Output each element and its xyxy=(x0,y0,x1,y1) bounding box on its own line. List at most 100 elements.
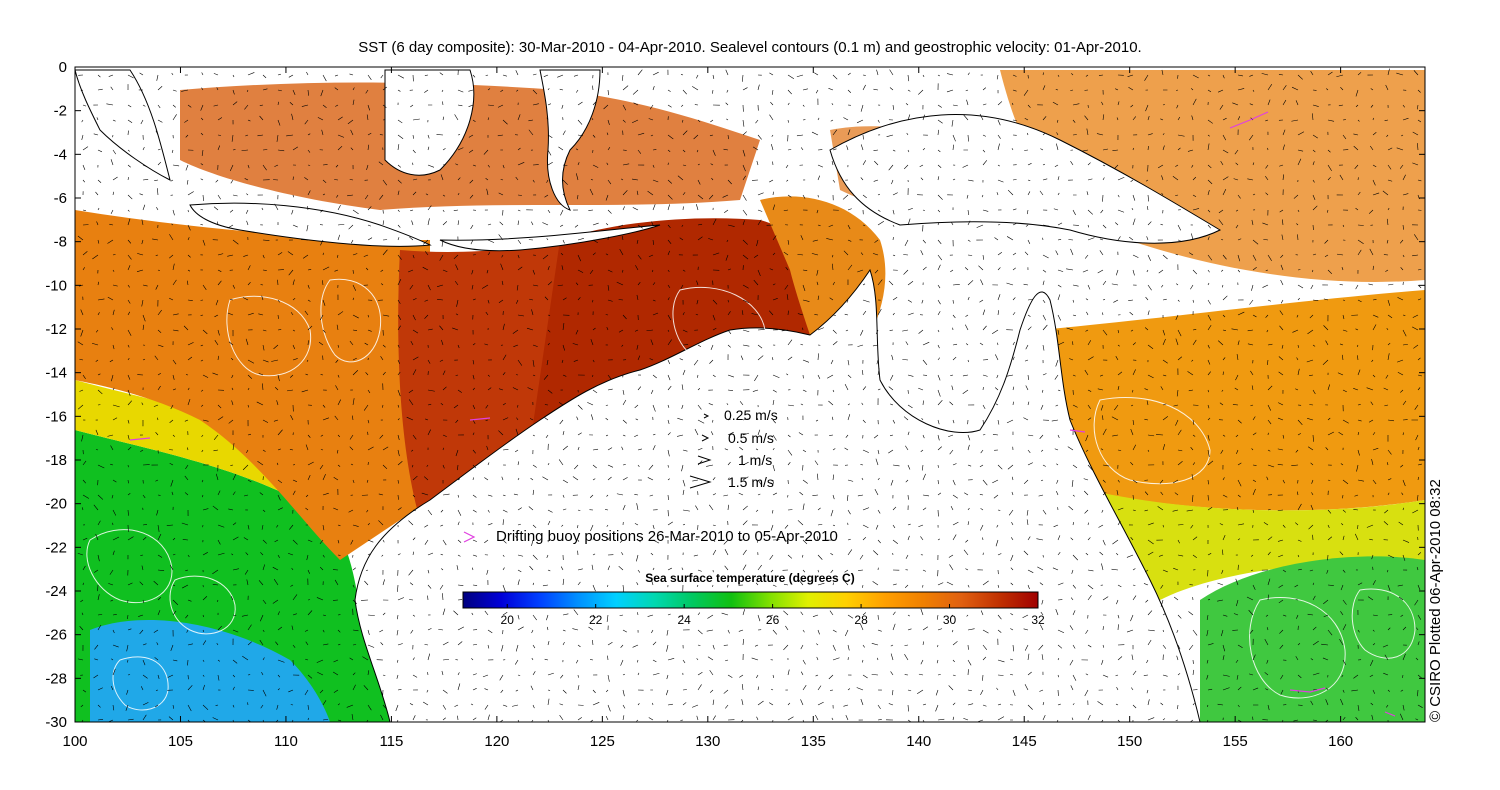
x-tick-label: 150 xyxy=(1117,733,1142,750)
velocity-arrow xyxy=(726,403,729,406)
velocity-arrow xyxy=(757,355,764,361)
velocity-arrow xyxy=(1084,369,1089,376)
velocity-arrow xyxy=(349,340,354,346)
velocity-arrow xyxy=(277,688,280,691)
velocity-arrow xyxy=(272,599,279,604)
velocity-arrow xyxy=(783,251,789,256)
velocity-arrow xyxy=(936,659,939,664)
velocity-arrow xyxy=(829,610,834,616)
velocity-arrow xyxy=(442,148,446,151)
velocity-arrow xyxy=(697,163,700,166)
velocity-arrow xyxy=(1055,89,1059,91)
velocity-arrow xyxy=(1327,629,1333,636)
velocity-arrow xyxy=(1098,74,1104,76)
velocity-arrow xyxy=(1086,191,1089,196)
velocity-arrow xyxy=(108,583,114,586)
velocity-arrow xyxy=(1279,629,1284,634)
velocity-arrow xyxy=(1206,629,1209,637)
velocity-arrow xyxy=(352,284,357,291)
velocity-arrow xyxy=(442,464,445,469)
velocity-arrow xyxy=(862,419,866,423)
velocity-arrow xyxy=(351,714,354,721)
velocity-arrow xyxy=(97,149,103,153)
velocity-arrow xyxy=(187,191,194,196)
velocity-arrow xyxy=(397,237,400,241)
velocity-arrow xyxy=(1039,689,1044,692)
velocity-arrow xyxy=(1026,519,1029,526)
velocity-arrow xyxy=(783,209,789,212)
velocity-arrow xyxy=(937,149,941,153)
velocity-arrow xyxy=(802,284,806,292)
velocity-arrow xyxy=(1413,70,1419,76)
velocity-arrow xyxy=(620,659,624,666)
velocity-arrow xyxy=(727,134,729,140)
velocity-arrow xyxy=(907,207,913,211)
velocity-arrow xyxy=(1402,653,1406,661)
velocity-arrow xyxy=(816,643,819,646)
velocity-arrow xyxy=(1357,404,1361,406)
velocity-arrow xyxy=(946,73,954,76)
velocity-arrow xyxy=(1372,265,1374,271)
velocity-arrow xyxy=(1252,416,1256,421)
velocity-arrow xyxy=(1339,343,1344,346)
velocity-arrow xyxy=(922,473,926,481)
velocity-arrow xyxy=(453,404,459,409)
velocity-arrow xyxy=(1326,88,1329,91)
velocity-arrow xyxy=(949,401,954,406)
velocity-arrow xyxy=(802,659,806,665)
sst-field xyxy=(75,70,1425,722)
velocity-arrow xyxy=(547,281,553,286)
velocity-arrow xyxy=(1114,164,1119,169)
velocity-arrow xyxy=(1371,458,1374,466)
velocity-arrow xyxy=(1147,374,1154,379)
velocity-arrow xyxy=(727,311,731,316)
velocity-arrow xyxy=(652,672,660,676)
velocity-arrow xyxy=(380,269,384,272)
velocity-arrow xyxy=(1040,479,1044,482)
velocity-arrow xyxy=(1072,314,1077,317)
velocity-arrow xyxy=(802,479,808,484)
velocity-arrow xyxy=(682,192,686,196)
velocity-arrow xyxy=(832,179,836,183)
velocity-arrow xyxy=(352,415,354,421)
velocity-arrow xyxy=(1117,520,1121,526)
velocity-arrow xyxy=(1402,104,1405,108)
map-panel xyxy=(74,66,1426,723)
velocity-arrow xyxy=(967,659,972,666)
velocity-arrow xyxy=(871,674,879,676)
velocity-arrow xyxy=(502,119,508,125)
velocity-arrow xyxy=(470,239,474,245)
velocity-arrow xyxy=(367,629,370,635)
velocity-arrow xyxy=(890,644,894,647)
velocity-arrow xyxy=(937,389,941,397)
velocity-arrow xyxy=(247,624,252,631)
velocity-arrow xyxy=(727,299,729,303)
velocity-arrow xyxy=(275,719,279,722)
velocity-arrow xyxy=(1027,536,1031,541)
velocity-arrow xyxy=(1312,719,1317,721)
velocity-arrow xyxy=(442,608,446,616)
velocity-arrow xyxy=(742,432,750,436)
velocity-arrow xyxy=(922,74,925,78)
velocity-arrow xyxy=(1297,131,1305,136)
velocity-arrow xyxy=(172,359,177,365)
velocity-arrow xyxy=(1372,192,1380,196)
velocity-arrow xyxy=(905,341,909,346)
velocity-arrow xyxy=(380,714,384,721)
velocity-arrow xyxy=(127,209,130,212)
velocity-arrow xyxy=(410,341,414,346)
velocity-arrow xyxy=(232,443,235,451)
velocity-arrow xyxy=(349,73,354,76)
velocity-arrow xyxy=(682,149,686,153)
velocity-arrow xyxy=(979,494,984,496)
velocity-arrow xyxy=(1132,116,1137,121)
velocity-arrow xyxy=(290,415,294,421)
velocity-arrow xyxy=(367,132,372,136)
velocity-arrow xyxy=(982,149,986,153)
velocity-arrow xyxy=(532,374,536,377)
velocity-arrow xyxy=(292,89,296,95)
velocity-arrow xyxy=(277,73,281,76)
velocity-arrow xyxy=(322,718,329,721)
velocity-arrow xyxy=(186,179,189,185)
velocity-arrow xyxy=(828,674,834,680)
